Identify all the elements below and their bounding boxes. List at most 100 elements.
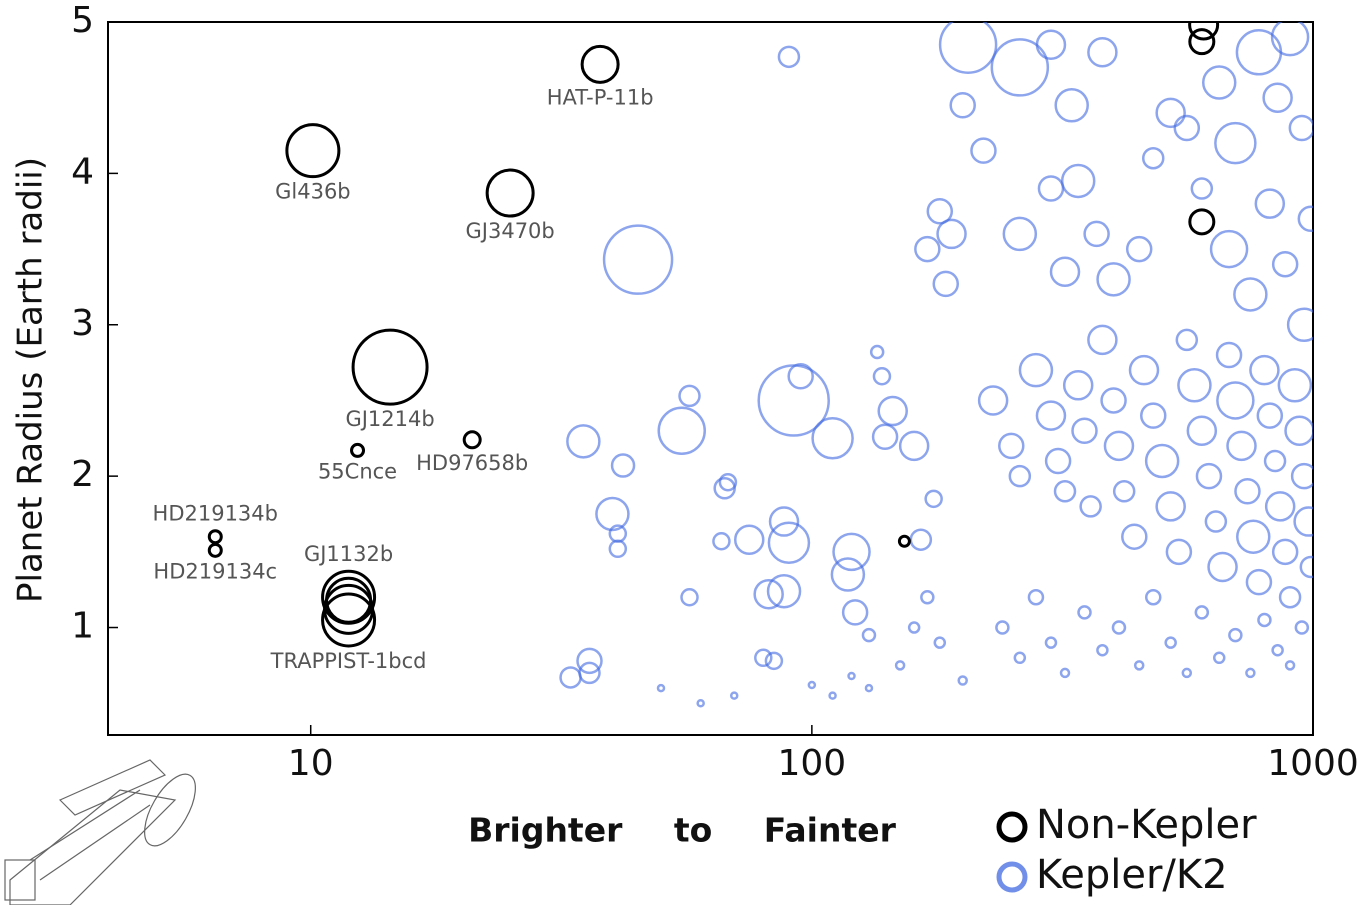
planet-marker [1059, 667, 1071, 679]
planet-marker [907, 621, 921, 634]
planet-marker [321, 592, 377, 648]
planet-marker [323, 583, 375, 635]
planet-label: GJ1214b [345, 407, 434, 431]
planet-marker [1083, 220, 1110, 248]
planet-marker [1164, 636, 1177, 649]
planet-marker [909, 528, 933, 551]
planet-marker [1284, 660, 1296, 671]
planet-marker [1236, 519, 1271, 554]
planet-marker [576, 647, 603, 675]
planet-marker [998, 432, 1025, 460]
planet-marker [764, 651, 784, 671]
planet-marker [1190, 177, 1214, 200]
planet-marker [1270, 22, 1310, 57]
planet-marker [1142, 146, 1165, 170]
planet-marker [559, 666, 582, 689]
planet-marker [1155, 491, 1186, 522]
planet-marker [926, 197, 954, 225]
x-axis-label: Brighter to Fainter [468, 811, 897, 850]
planet-label: HD97658b [416, 451, 528, 475]
planet-marker [1060, 163, 1096, 199]
planet-label: GJ1132b [304, 542, 393, 566]
planet-label: 55Cnce [318, 459, 397, 483]
x-tick-label: 10 [288, 743, 334, 784]
planet-marker [610, 453, 636, 478]
y-tick-label: 4 [71, 151, 94, 192]
planet-marker [1234, 478, 1261, 505]
planet-marker [1256, 402, 1284, 429]
planet-marker [1201, 65, 1237, 100]
planet-marker [1277, 368, 1313, 403]
planet-marker [1297, 205, 1313, 233]
planet-marker [1188, 28, 1216, 56]
planet-marker [1128, 354, 1160, 386]
planet-marker [1096, 643, 1109, 657]
planet-marker [1177, 368, 1212, 403]
planet-marker [1112, 480, 1136, 503]
planet-marker [920, 589, 935, 605]
planet-marker [1271, 643, 1284, 657]
planet-marker [936, 218, 967, 250]
planet-marker [828, 691, 837, 700]
y-tick-label: 5 [71, 0, 94, 41]
planet-marker [977, 385, 1009, 416]
planet-marker [1140, 402, 1167, 429]
planet-marker [1264, 491, 1296, 522]
planet-marker [1002, 216, 1038, 252]
planet-marker [1216, 381, 1255, 420]
planet-marker [1133, 660, 1145, 671]
planet-marker [807, 680, 817, 690]
planet-marker [1037, 175, 1065, 202]
planet-marker [1299, 555, 1313, 579]
planet-marker [841, 599, 869, 626]
planet-marker [1271, 538, 1299, 566]
planet-marker [1262, 82, 1293, 113]
y-tick-label: 3 [71, 303, 94, 344]
planet-marker [1278, 585, 1302, 609]
planet-marker [1145, 588, 1162, 606]
planet-marker [1209, 229, 1249, 269]
planet-marker [602, 224, 674, 295]
planet-marker [767, 521, 811, 564]
planet-marker [1044, 636, 1058, 649]
planet-marker [864, 683, 874, 693]
planet-marker [1044, 447, 1072, 475]
planet-marker [1235, 29, 1283, 76]
planet-marker [1207, 551, 1238, 583]
planet-marker [1204, 510, 1228, 533]
planet-marker [847, 671, 856, 681]
planet-marker [1286, 307, 1313, 343]
planet-marker [1165, 538, 1193, 566]
planet-marker [1293, 506, 1313, 537]
planet-marker [897, 534, 911, 548]
planet-marker [1111, 620, 1127, 635]
planet-marker [932, 270, 959, 298]
planet-marker [871, 423, 899, 451]
telescope-icon [4, 759, 196, 905]
planet-marker [872, 366, 892, 386]
planet-marker [957, 675, 968, 686]
planet-marker [1228, 627, 1243, 643]
planet-marker [754, 648, 773, 668]
planet-label: HAT-P-11b [547, 85, 654, 109]
planet-marker [990, 38, 1050, 97]
planet-marker [718, 472, 738, 492]
planet-marker [1215, 341, 1243, 369]
planet-marker [933, 636, 947, 649]
planet-marker [1175, 328, 1199, 352]
planet-marker [1035, 29, 1067, 60]
planet-marker [1013, 651, 1027, 665]
x-tick-label: 1000 [1267, 743, 1359, 784]
planet-marker [787, 362, 814, 390]
planet-marker [1155, 97, 1186, 129]
planet-marker [1212, 651, 1226, 665]
planet-marker [608, 539, 628, 559]
planet-marker [1188, 208, 1216, 236]
planet-marker [1233, 277, 1268, 312]
planet-marker [1263, 449, 1287, 473]
planet-marker [970, 137, 997, 164]
planet-marker [1245, 667, 1256, 679]
planet-marker [680, 587, 699, 607]
planet-marker [1087, 324, 1118, 356]
x-tick-label: 100 [777, 743, 846, 784]
